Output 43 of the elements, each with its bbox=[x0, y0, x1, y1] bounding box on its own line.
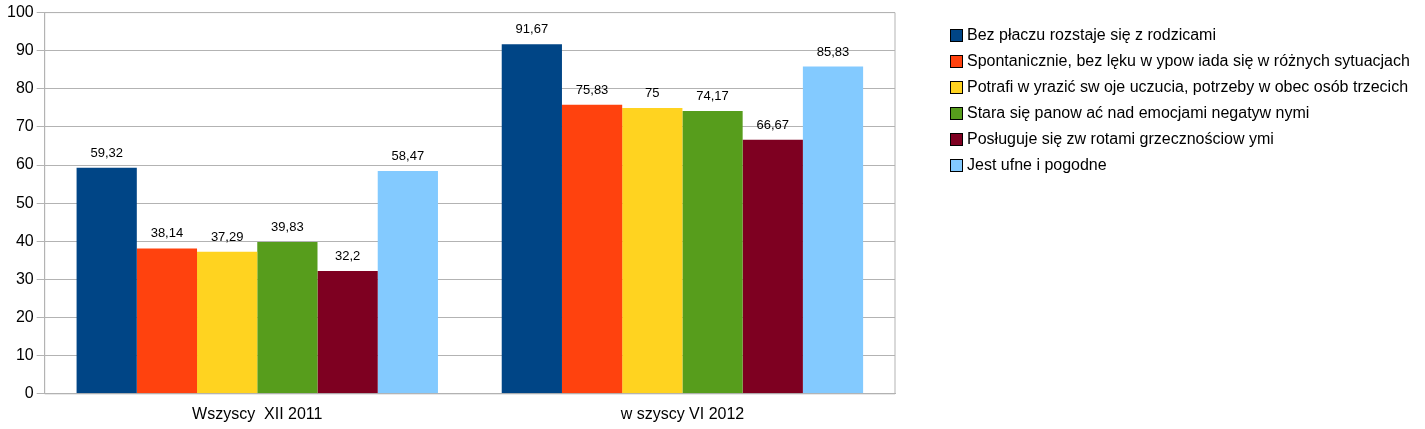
legend-label: Spontanicznie, bez lęku w ypow iada się w różnych sytuacjach bbox=[967, 51, 1411, 71]
data-label: 74,17 bbox=[696, 88, 729, 104]
data-label: 85,83 bbox=[816, 43, 850, 59]
bar bbox=[317, 271, 378, 394]
bar bbox=[561, 104, 623, 394]
y-tick-label: 0 bbox=[24, 384, 34, 402]
bar bbox=[197, 251, 258, 394]
bar bbox=[257, 241, 318, 394]
bar bbox=[622, 107, 683, 394]
y-tick-label: 60 bbox=[15, 155, 34, 173]
x-tick-label: Wszyscy XII 2011 bbox=[192, 404, 323, 422]
y-tick-label: 100 bbox=[6, 3, 34, 21]
data-label: 91,67 bbox=[515, 21, 549, 37]
bar bbox=[76, 167, 137, 394]
data-label: 37,29 bbox=[210, 228, 244, 244]
data-label: 75,83 bbox=[575, 81, 609, 97]
y-tick-label: 80 bbox=[15, 79, 34, 97]
y-tick-label: 50 bbox=[15, 193, 34, 211]
data-label: 66,67 bbox=[756, 116, 790, 132]
y-tick-label: 20 bbox=[15, 307, 34, 325]
bar bbox=[742, 139, 803, 394]
bar bbox=[136, 248, 198, 394]
bar bbox=[802, 66, 864, 394]
legend-label: Bez płaczu rozstaje się z rodzicami bbox=[967, 25, 1217, 45]
x-tick-label: w szyscy VI 2012 bbox=[619, 404, 745, 422]
y-tick-label: 40 bbox=[15, 231, 34, 249]
y-tick-label: 70 bbox=[15, 117, 34, 135]
bar bbox=[682, 111, 743, 394]
y-tick-label: 30 bbox=[15, 269, 34, 287]
bar bbox=[501, 44, 562, 394]
data-label: 58,47 bbox=[391, 147, 425, 163]
legend-label: Stara się panow ać nad emocjami negatyw nymi bbox=[967, 103, 1311, 123]
legend-label: Jest ufne i pogodne bbox=[967, 155, 1108, 175]
data-label: 39,83 bbox=[271, 219, 304, 235]
data-label: 75 bbox=[645, 84, 660, 100]
bar bbox=[377, 170, 438, 394]
legend-label: Potrafi w yrazić sw oje uczucia, potrzeby w obec osób trzecich bbox=[967, 77, 1410, 97]
data-label: 32,2 bbox=[334, 248, 361, 264]
data-label: 59,32 bbox=[90, 144, 123, 160]
legend-label: Posługuje się zw rotami grzecznościow ymi bbox=[967, 129, 1275, 149]
y-tick-label: 10 bbox=[15, 346, 34, 364]
y-tick-label: 90 bbox=[15, 41, 34, 59]
data-label: 38,14 bbox=[150, 225, 184, 241]
